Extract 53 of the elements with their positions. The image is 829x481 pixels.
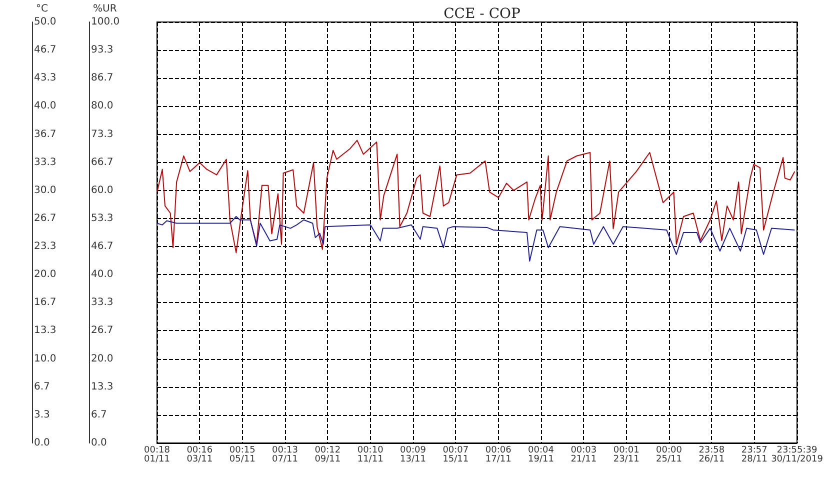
y2-tick-label: 40.0: [91, 269, 114, 280]
x-tick-label: 00:07 15/11: [442, 446, 469, 464]
y2-axis-title: %UR: [93, 4, 117, 14]
y2-tick-label: 80.0: [91, 100, 114, 112]
chart-title: CCE - COP: [444, 6, 520, 22]
y-tick-label: 23.3: [34, 241, 56, 252]
y2-tick-label: 66.7: [91, 156, 114, 168]
y-tick-label: 10.0: [34, 353, 56, 364]
x-tick-label: 00:16 03/11: [186, 446, 213, 464]
y2-tick-label: 86.7: [91, 72, 114, 84]
y2-tick-label: 13.3: [91, 381, 114, 392]
y-tick-label: 0.0: [34, 438, 50, 448]
y-tick-label: 20.0: [34, 269, 56, 280]
y2-tick-label: 93.3: [91, 44, 114, 56]
x-tick-label: 00:10 11/11: [357, 446, 384, 464]
x-tick-label: 23:58 26/11: [698, 446, 725, 464]
y2-tick-label: 20.0: [91, 353, 114, 364]
y-tick-label: 33.3: [34, 156, 56, 168]
x-tick-label: 00:12 09/11: [314, 446, 341, 464]
y2-tick-label: 6.7: [91, 409, 107, 420]
x-tick-label: 00:01 23/11: [613, 446, 640, 464]
y-axis-title: °C: [36, 4, 48, 14]
y-tick-label: 36.7: [34, 128, 56, 140]
x-tick-label: 23:55:39 30/11/2019: [771, 446, 824, 464]
y2-tick-label: 100.0: [91, 16, 120, 28]
x-tick-label: 00:15 05/11: [229, 446, 256, 464]
y-tick-label: 6.7: [34, 381, 50, 392]
y2-tick-label: 26.7: [91, 325, 114, 336]
y-tick-label: 16.7: [34, 297, 56, 308]
x-tick-label: 00:09 13/11: [400, 446, 426, 464]
y2-tick-label: 53.3: [91, 212, 114, 224]
y-tick-label: 26.7: [34, 212, 56, 224]
x-tick-label: 00:04 19/11: [528, 446, 554, 464]
y-tick-label: 40.0: [34, 100, 56, 112]
y2-tick-label: 33.3: [91, 297, 114, 308]
y2-tick-label: 46.7: [91, 241, 114, 252]
x-tick-label: 00:18 01/11: [144, 446, 170, 464]
y2-tick-label: 0.0: [91, 438, 107, 448]
y-tick-label: 50.0: [34, 16, 56, 28]
line-series: [156, 216, 796, 262]
y-tick-label: 13.3: [34, 325, 56, 336]
y-tick-label: 46.7: [34, 44, 56, 56]
x-tick-label: 23:57 28/11: [741, 446, 768, 464]
y2-tick-label: 73.3: [91, 128, 114, 140]
y-tick-label: 3.3: [34, 409, 50, 420]
x-tick-label: 00:06 17/11: [485, 446, 512, 464]
line-series: [156, 140, 796, 254]
x-tick-label: 00:03 21/11: [570, 446, 597, 464]
x-tick-label: 00:00 25/11: [656, 446, 682, 464]
x-tick-label: 00:13 07/11: [272, 446, 298, 464]
y2-tick-label: 60.0: [91, 184, 114, 196]
y-tick-label: 43.3: [34, 72, 56, 84]
y-tick-label: 30.0: [34, 184, 56, 196]
